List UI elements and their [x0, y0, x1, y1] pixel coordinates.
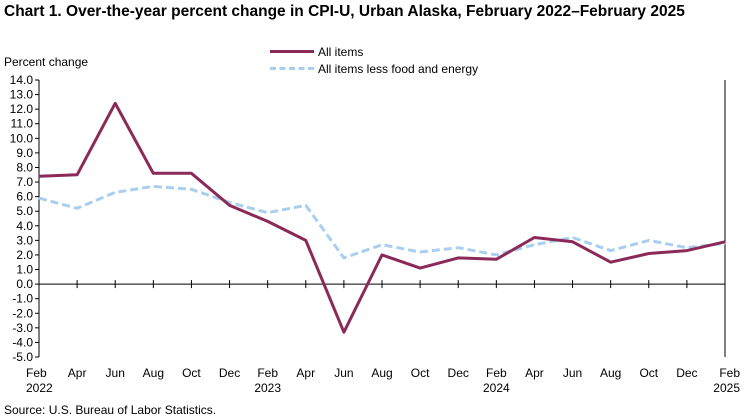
data-point: [114, 191, 116, 193]
data-point: [76, 207, 78, 209]
y-tick-label: 10.0: [10, 131, 34, 145]
data-point: [686, 247, 688, 249]
y-axis-label: Percent change: [4, 55, 89, 69]
y-tick-label: -3.0: [12, 321, 33, 335]
x-tick-label: Feb: [257, 366, 278, 380]
chart-title: Chart 1. Over-the-year percent change in…: [4, 3, 685, 20]
data-point: [533, 244, 535, 246]
data-point: [648, 253, 650, 254]
x-tick-year-label: 2022: [26, 381, 53, 395]
x-tick-label: Aug: [143, 366, 164, 380]
data-point: [419, 251, 421, 253]
plot-area: [38, 80, 726, 357]
y-tick-label: 6.0: [16, 190, 33, 204]
data-point: [381, 244, 383, 246]
x-tick-label: Jun: [334, 366, 353, 380]
y-tick-label: 9.0: [16, 146, 33, 160]
data-point: [267, 220, 269, 222]
y-tick-label: 14.0: [10, 73, 34, 87]
x-tick-label: Aug: [600, 366, 621, 380]
data-point: [152, 185, 154, 187]
x-tick-label: Oct: [411, 366, 430, 380]
y-tick-label: 3.0: [16, 233, 33, 247]
x-tick-label: Oct: [182, 366, 201, 380]
x-tick-label: Dec: [448, 366, 469, 380]
series-line-core: [38, 184, 726, 260]
x-tick-label: Apr: [525, 366, 544, 380]
x-tick-label: Apr: [68, 366, 87, 380]
y-tick-label: -4.0: [12, 335, 33, 349]
data-point: [610, 261, 612, 263]
y-tick-label: -2.0: [12, 306, 33, 320]
y-tick-label: 13.0: [10, 88, 34, 102]
legend-label-core: All items less food and energy: [318, 61, 479, 76]
legend-item-all-items: All items: [270, 43, 478, 60]
data-point: [648, 239, 650, 241]
data-point: [533, 237, 535, 238]
series-layer: [38, 101, 726, 334]
y-tick-label: 8.0: [16, 160, 33, 174]
y-tick-label: -5.0: [12, 350, 33, 364]
x-tick-label: Aug: [371, 366, 392, 380]
data-point: [419, 267, 421, 269]
data-point: [343, 257, 345, 259]
data-point: [76, 174, 78, 176]
data-point: [686, 250, 688, 252]
data-point: [152, 172, 154, 174]
data-point: [190, 188, 192, 190]
x-tick-label: Jun: [106, 366, 125, 380]
y-tick-label: 12.0: [10, 102, 34, 116]
data-point: [572, 237, 574, 238]
legend: All items All items less food and energy: [270, 43, 478, 77]
data-point: [305, 239, 307, 241]
legend-label-all-items: All items: [318, 44, 364, 59]
y-axis: 14.013.012.011.010.09.08.07.06.05.04.03.…: [10, 73, 39, 364]
x-tick-label: Feb: [26, 366, 47, 380]
y-tick-label: 1.0: [16, 263, 33, 277]
y-tick-label: 4.0: [16, 219, 33, 233]
data-point: [38, 175, 40, 177]
data-point: [724, 241, 726, 243]
y-tick-label: 7.0: [16, 175, 33, 189]
data-point: [457, 247, 459, 249]
data-point: [343, 331, 345, 333]
legend-item-core: All items less food and energy: [270, 60, 478, 77]
data-point: [457, 257, 459, 259]
x-tick-label: Feb: [719, 366, 740, 380]
x-tick-label: Jun: [563, 366, 582, 380]
data-point: [495, 258, 497, 260]
x-tick-year-label: 2024: [483, 381, 510, 395]
x-tick-label: Dec: [219, 366, 240, 380]
data-point: [305, 204, 307, 206]
data-point: [229, 204, 231, 206]
data-point: [114, 102, 116, 104]
source-note: Source: U.S. Bureau of Labor Statistics.: [4, 403, 217, 417]
y-tick-label: 2.0: [16, 248, 33, 262]
x-tick-year-label: 2025: [713, 381, 740, 395]
data-point: [572, 241, 574, 243]
data-point: [190, 172, 192, 174]
x-tick-year-label: 2023: [254, 381, 281, 395]
data-point: [229, 202, 231, 203]
data-point: [267, 212, 269, 214]
data-point: [495, 254, 497, 256]
series-line-all-items: [38, 101, 726, 334]
x-tick-label: Oct: [639, 366, 658, 380]
data-point: [610, 250, 612, 252]
x-tick-label: Dec: [676, 366, 697, 380]
legend-swatch-all-items: [270, 50, 314, 53]
x-tick-label: Feb: [486, 366, 507, 380]
y-tick-label: 0.0: [16, 277, 33, 291]
legend-swatch-core: [270, 67, 314, 70]
data-point: [38, 197, 40, 199]
y-tick-label: -1.0: [12, 292, 33, 306]
y-tick-label: 11.0: [11, 117, 34, 131]
x-tick-label: Apr: [296, 366, 315, 380]
data-point: [381, 254, 383, 256]
y-tick-label: 5.0: [16, 204, 33, 218]
